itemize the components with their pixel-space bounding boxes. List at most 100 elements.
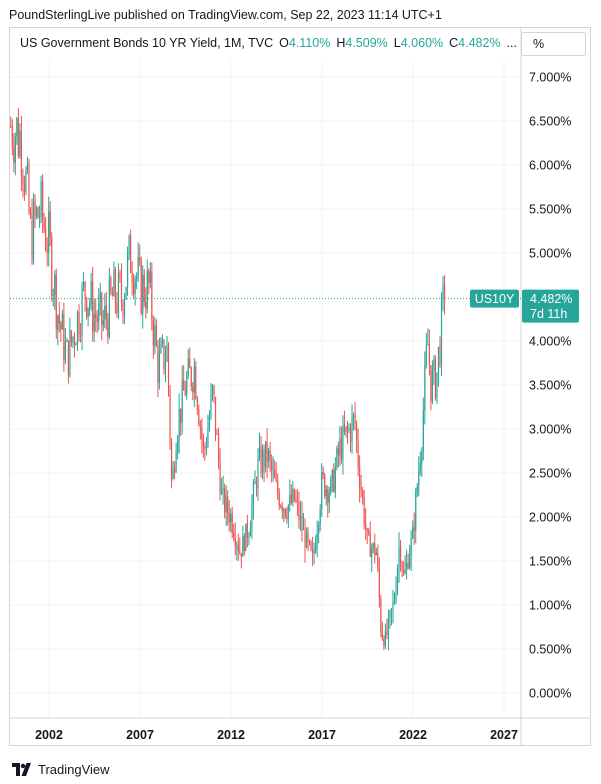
- candle: [222, 475, 224, 505]
- candle: [164, 345, 167, 383]
- candle: [129, 229, 132, 274]
- candle-body: [175, 452, 177, 472]
- candle: [38, 205, 41, 229]
- candle-body: [158, 352, 161, 383]
- candle: [258, 432, 261, 462]
- candle-body: [254, 481, 256, 484]
- candle: [10, 116, 12, 129]
- candle: [131, 261, 133, 296]
- candle: [415, 487, 417, 544]
- candle-body: [151, 271, 153, 322]
- candle: [386, 619, 388, 640]
- candle: [342, 415, 344, 475]
- candle: [277, 473, 279, 500]
- candle-body: [154, 325, 156, 346]
- candle: [216, 429, 218, 436]
- candle: [35, 205, 38, 220]
- candle: [64, 327, 66, 365]
- candle-body: [266, 441, 268, 463]
- candle: [228, 500, 230, 532]
- candle: [345, 425, 347, 438]
- candle: [327, 485, 329, 518]
- candle-body: [169, 389, 171, 442]
- candle: [422, 397, 424, 461]
- candle-body: [321, 471, 323, 509]
- candle-body: [131, 272, 133, 283]
- price-tag-value: 4.482%: [530, 292, 572, 306]
- candle-body: [79, 335, 82, 337]
- close-value: 4.482%: [458, 36, 501, 50]
- candle: [413, 512, 415, 545]
- candle: [333, 463, 335, 494]
- candle: [325, 484, 327, 506]
- candle-body: [98, 302, 100, 322]
- candle-body: [26, 163, 29, 171]
- candle-body: [245, 523, 247, 551]
- candle: [395, 576, 397, 605]
- candles: [10, 107, 446, 651]
- candle-body: [415, 493, 417, 531]
- candle-body: [63, 313, 65, 361]
- candle-body: [216, 434, 218, 436]
- candle: [78, 304, 80, 342]
- candle-body: [64, 341, 66, 361]
- candle: [299, 500, 302, 532]
- candle: [51, 232, 53, 302]
- candle: [139, 244, 141, 267]
- candle: [66, 337, 68, 343]
- candle: [243, 533, 245, 556]
- candle: [166, 335, 168, 362]
- candle: [145, 287, 147, 319]
- candle: [198, 404, 200, 427]
- candle: [119, 269, 121, 283]
- candle: [263, 444, 265, 483]
- candle: [433, 355, 435, 385]
- axes: [10, 28, 590, 746]
- candle: [19, 123, 21, 159]
- candle-body: [125, 287, 127, 300]
- candle-body: [396, 567, 399, 591]
- y-tick-label: 1.000%: [529, 599, 571, 613]
- candle-body: [269, 450, 271, 460]
- candle: [266, 428, 268, 478]
- candle-body: [413, 527, 415, 531]
- candle-body: [436, 372, 438, 399]
- candle-body: [365, 523, 367, 529]
- candle-body: [222, 488, 224, 490]
- y-tick-label: 6.000%: [529, 159, 571, 173]
- candle: [142, 265, 144, 329]
- candle-body: [422, 410, 424, 452]
- candle: [275, 461, 277, 483]
- candle-body: [58, 315, 60, 323]
- candle-body: [357, 439, 359, 468]
- candle-body: [208, 416, 211, 429]
- candle: [155, 319, 157, 348]
- candle-body: [199, 424, 201, 427]
- unit-button[interactable]: %: [521, 32, 586, 56]
- candle: [104, 293, 106, 329]
- candle-body: [16, 118, 18, 137]
- candle: [227, 490, 229, 526]
- candle-body: [35, 207, 38, 216]
- candle: [220, 477, 223, 496]
- candle-body: [120, 277, 123, 302]
- candle: [210, 383, 212, 420]
- symbol-title[interactable]: US Government Bonds 10 YR Yield, 1M, TVC: [20, 36, 274, 50]
- candle-body: [402, 569, 405, 574]
- candle: [231, 506, 233, 539]
- candle-body: [248, 536, 250, 538]
- candle-body: [337, 448, 339, 456]
- candle-body: [207, 428, 209, 447]
- candle: [377, 544, 379, 572]
- legend-more[interactable]: ...: [506, 36, 517, 50]
- candle: [180, 408, 182, 437]
- candle-body: [196, 398, 198, 410]
- candle: [22, 168, 24, 198]
- candle-body: [114, 269, 117, 304]
- candle-body: [359, 467, 361, 488]
- candle: [254, 470, 256, 485]
- candle-body: [204, 446, 206, 449]
- candle: [69, 317, 71, 378]
- candle: [163, 338, 165, 375]
